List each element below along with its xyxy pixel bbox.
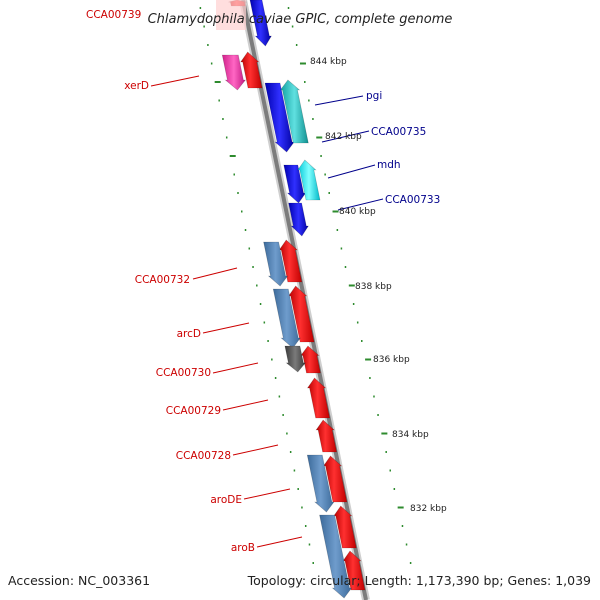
label-leader-line bbox=[192, 267, 238, 280]
reverse-gene-arrow bbox=[272, 288, 301, 349]
forward-gene-arrow bbox=[306, 377, 331, 419]
gene-arrow-cyan bbox=[297, 159, 321, 201]
label-leader-line bbox=[212, 362, 259, 374]
gene-arrow-top bbox=[249, 0, 272, 47]
label-leader-line bbox=[202, 322, 250, 334]
gene-arrow-cca00733 bbox=[288, 202, 309, 237]
gene-label-mdh[interactable]: mdh bbox=[377, 159, 401, 171]
label-leader-line bbox=[337, 198, 384, 211]
reverse-gene-arrow bbox=[306, 454, 335, 513]
label-leader-line bbox=[222, 399, 269, 411]
scale-label-836kbp: 836 kbp bbox=[373, 355, 410, 365]
accession-text: Accession: NC_003361 bbox=[8, 573, 150, 588]
label-leader-line bbox=[327, 164, 376, 179]
gene-label-cca00732[interactable]: CCA00732 bbox=[135, 274, 190, 286]
label-leader-line bbox=[256, 536, 303, 548]
scale-label-840kbp: 840 kbp bbox=[339, 207, 376, 217]
gene-arrow-xerd bbox=[221, 54, 247, 91]
label-leader-line bbox=[243, 488, 291, 500]
gene-label-cca00730[interactable]: CCA00730 bbox=[156, 367, 211, 379]
gene-label-cca00728[interactable]: CCA00728 bbox=[176, 450, 231, 462]
gene-label-cca00733[interactable]: CCA00733 bbox=[385, 194, 440, 206]
label-leader-lines bbox=[150, 75, 384, 548]
gene-label-arob[interactable]: aroB bbox=[231, 542, 255, 554]
label-leader-line bbox=[321, 130, 370, 143]
gene-label-xerd[interactable]: xerD bbox=[124, 80, 149, 92]
gc-skew-ticks bbox=[199, 7, 412, 564]
scale-label-832kbp: 832 kbp bbox=[410, 504, 447, 514]
gene-features bbox=[216, 0, 366, 599]
forward-gene-arrow bbox=[315, 419, 338, 453]
scale-label-844kbp: 844 kbp bbox=[310, 57, 347, 67]
label-leader-line bbox=[314, 95, 364, 106]
label-leader-line bbox=[150, 75, 200, 87]
scale-label-834kbp: 834 kbp bbox=[392, 430, 429, 440]
gene-label-cca00739[interactable]: CCA00739 bbox=[86, 9, 141, 21]
reverse-gene-arrow bbox=[263, 241, 289, 287]
forward-gene-arrow bbox=[240, 51, 263, 89]
label-leader-line bbox=[232, 444, 279, 456]
genome-title: Chlamydophila caviae GPIC, complete geno… bbox=[148, 12, 453, 27]
scale-label-842kbp: 842 kbp bbox=[325, 132, 362, 142]
gene-label-cca00729[interactable]: CCA00729 bbox=[166, 405, 221, 417]
gene-arrow-cca00735 bbox=[279, 79, 309, 144]
gene-shade-top bbox=[216, 0, 246, 30]
gene-arrow-pgi bbox=[264, 82, 295, 153]
topology-text: Topology: circular; Length: 1,173,390 bp… bbox=[247, 573, 591, 588]
reverse-gene-arrow bbox=[319, 514, 353, 599]
scale-label-838kbp: 838 kbp bbox=[355, 282, 392, 292]
gene-label-arode[interactable]: aroDE bbox=[210, 494, 242, 506]
gene-label-cca00735[interactable]: CCA00735 bbox=[371, 126, 426, 138]
gene-label-arcd[interactable]: arcD bbox=[177, 328, 201, 340]
gene-label-pgi[interactable]: pgi bbox=[366, 90, 382, 102]
gene-segment bbox=[284, 345, 307, 373]
